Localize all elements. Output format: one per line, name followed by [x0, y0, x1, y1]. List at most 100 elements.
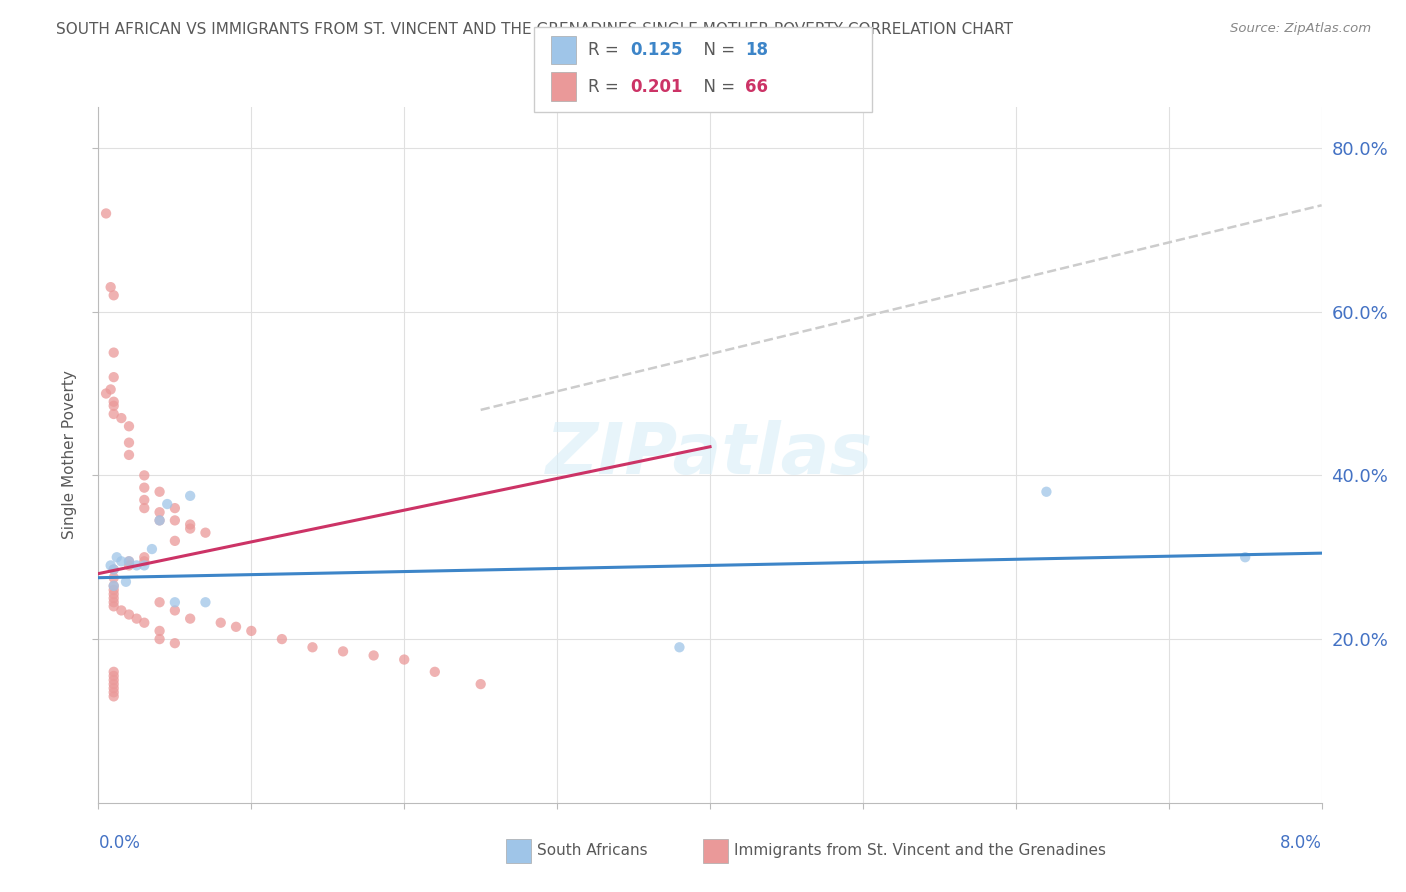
- Point: [103, 571, 125, 585]
- Point: [115, 574, 138, 589]
- Point: [110, 603, 132, 617]
- Point: [103, 587, 125, 601]
- Point: [103, 579, 125, 593]
- Point: [118, 419, 141, 434]
- Point: [149, 513, 172, 527]
- Point: [118, 607, 141, 622]
- Point: [134, 481, 156, 495]
- Text: Source: ZipAtlas.com: Source: ZipAtlas.com: [1230, 22, 1371, 36]
- Point: [118, 554, 141, 568]
- Point: [94, 386, 117, 401]
- Point: [392, 652, 416, 666]
- Point: [163, 533, 186, 548]
- Text: R =: R =: [588, 78, 624, 95]
- Point: [134, 468, 156, 483]
- Point: [103, 599, 125, 614]
- Point: [149, 595, 172, 609]
- Point: [103, 595, 125, 609]
- Text: Immigrants from St. Vincent and the Grenadines: Immigrants from St. Vincent and the Gren…: [734, 844, 1107, 858]
- Text: 8.0%: 8.0%: [1279, 834, 1322, 852]
- Text: 0.125: 0.125: [630, 41, 682, 59]
- Point: [134, 550, 156, 565]
- Point: [179, 612, 201, 626]
- Point: [149, 505, 172, 519]
- Point: [423, 665, 446, 679]
- Point: [103, 690, 125, 704]
- Point: [1035, 484, 1057, 499]
- Text: 66: 66: [745, 78, 768, 95]
- Point: [118, 554, 141, 568]
- Point: [470, 677, 492, 691]
- Point: [179, 522, 201, 536]
- Point: [163, 595, 186, 609]
- Point: [149, 513, 172, 527]
- Text: ZIPatlas: ZIPatlas: [547, 420, 873, 490]
- Point: [103, 685, 125, 699]
- Point: [100, 558, 122, 573]
- Point: [94, 206, 117, 220]
- Point: [163, 636, 186, 650]
- Point: [103, 579, 125, 593]
- Point: [103, 370, 125, 384]
- Point: [100, 280, 122, 294]
- Point: [194, 595, 217, 609]
- Text: 0.0%: 0.0%: [98, 834, 141, 852]
- Point: [110, 554, 132, 568]
- Text: South Africans: South Africans: [537, 844, 648, 858]
- Point: [103, 345, 125, 359]
- Point: [141, 542, 163, 557]
- Point: [179, 489, 201, 503]
- Point: [668, 640, 690, 655]
- Point: [103, 669, 125, 683]
- Point: [134, 558, 156, 573]
- Point: [149, 624, 172, 638]
- Point: [103, 394, 125, 409]
- Point: [103, 681, 125, 696]
- Point: [134, 615, 156, 630]
- Point: [118, 558, 141, 573]
- Point: [209, 615, 232, 630]
- Point: [149, 484, 172, 499]
- Point: [125, 612, 148, 626]
- Text: SOUTH AFRICAN VS IMMIGRANTS FROM ST. VINCENT AND THE GRENADINES SINGLE MOTHER PO: SOUTH AFRICAN VS IMMIGRANTS FROM ST. VIN…: [56, 22, 1014, 37]
- Point: [103, 407, 125, 421]
- Point: [125, 558, 148, 573]
- Point: [301, 640, 323, 655]
- Point: [103, 591, 125, 606]
- Point: [194, 525, 217, 540]
- Text: N =: N =: [693, 78, 741, 95]
- Point: [134, 492, 156, 507]
- Point: [270, 632, 294, 646]
- Text: R =: R =: [588, 41, 624, 59]
- Point: [103, 288, 125, 302]
- Point: [1234, 550, 1257, 565]
- Point: [118, 435, 141, 450]
- Point: [110, 411, 132, 425]
- Point: [105, 550, 128, 565]
- Point: [103, 665, 125, 679]
- Point: [179, 517, 201, 532]
- Point: [225, 620, 247, 634]
- Point: [103, 677, 125, 691]
- Point: [332, 644, 354, 658]
- Point: [118, 448, 141, 462]
- Point: [134, 501, 156, 516]
- Text: 18: 18: [745, 41, 768, 59]
- Point: [163, 513, 186, 527]
- Point: [103, 582, 125, 597]
- Point: [156, 497, 179, 511]
- Point: [103, 562, 125, 576]
- Point: [240, 624, 263, 638]
- Text: 0.201: 0.201: [630, 78, 682, 95]
- Point: [103, 562, 125, 576]
- Point: [163, 501, 186, 516]
- Point: [163, 603, 186, 617]
- Point: [149, 632, 172, 646]
- Y-axis label: Single Mother Poverty: Single Mother Poverty: [62, 370, 77, 540]
- Point: [100, 383, 122, 397]
- Point: [134, 554, 156, 568]
- Point: [103, 673, 125, 687]
- Point: [103, 399, 125, 413]
- Text: N =: N =: [693, 41, 741, 59]
- Point: [363, 648, 385, 663]
